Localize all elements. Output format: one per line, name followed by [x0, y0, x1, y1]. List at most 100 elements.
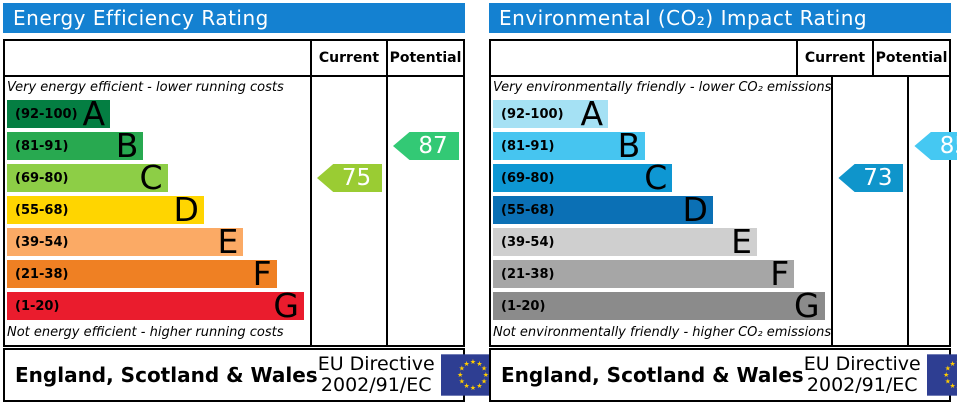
potential-rating-arrow: 85: [914, 132, 957, 160]
eu-directive-label: EU Directive 2002/91/EC: [318, 354, 435, 396]
svg-text:★: ★: [459, 377, 465, 385]
potential-rating-column: 87: [386, 77, 463, 345]
band-letter: C: [139, 158, 163, 197]
environmental-table-header: Current Potential: [491, 41, 949, 77]
band-a: (92-100) A: [493, 94, 609, 133]
current-column-header: Current: [310, 41, 386, 75]
bottom-caption: Not energy efficient - higher running co…: [7, 325, 284, 340]
band-letter: C: [644, 158, 668, 197]
environmental-table-body: Very environmentally friendly - lower CO…: [491, 77, 957, 345]
top-caption: Very energy efficient - lower running co…: [7, 80, 284, 95]
band-range: (21-38): [15, 266, 69, 282]
band-letter: A: [580, 94, 604, 133]
energy-efficiency-panel: Energy Efficiency Rating Current Potenti…: [3, 3, 505, 402]
potential-column-header: Potential: [386, 41, 463, 75]
top-caption: Very environmentally friendly - lower CO…: [493, 80, 832, 95]
eu-directive-line1: EU Directive: [317, 353, 435, 375]
band-c: (69-80) C: [493, 158, 673, 197]
eu-flag-icon: ★★★ ★★★ ★★★ ★★★: [926, 354, 957, 396]
band-range: (81-91): [501, 138, 555, 154]
svg-text:★: ★: [945, 377, 951, 385]
energy-title: Energy Efficiency Rating: [13, 6, 269, 30]
band-letter: A: [82, 94, 106, 133]
band-letter: D: [682, 190, 708, 229]
band-b: (81-91) B: [493, 126, 646, 165]
band-f: (21-38) F: [493, 254, 795, 293]
band-range: (69-80): [501, 170, 555, 186]
band-letter: E: [731, 222, 752, 261]
eu-directive-label: EU Directive 2002/91/EC: [804, 354, 921, 396]
band-range: (92-100): [15, 106, 78, 122]
environmental-title: Environmental (CO₂) Impact Rating: [499, 6, 868, 30]
environmental-title-bar: Environmental (CO₂) Impact Rating: [489, 3, 951, 33]
svg-text:★: ★: [476, 360, 482, 368]
energy-bands: Very energy efficient - lower running co…: [5, 77, 310, 345]
potential-rating-value: 87: [418, 133, 448, 159]
svg-text:★: ★: [482, 371, 488, 379]
band-range: (39-54): [501, 234, 555, 250]
potential-rating-value: 85: [939, 133, 957, 159]
band-b: (81-91) B: [7, 126, 144, 165]
energy-footer: England, Scotland & Wales EU Directive 2…: [3, 348, 505, 402]
energy-table-body: Very energy efficient - lower running co…: [5, 77, 463, 345]
band-range: (1-20): [501, 298, 546, 314]
band-letter: B: [115, 126, 139, 165]
potential-rating-arrow: 87: [393, 132, 459, 160]
current-rating-value: 73: [863, 165, 893, 191]
current-rating-value: 75: [341, 165, 372, 191]
energy-title-bar: Energy Efficiency Rating: [3, 3, 465, 33]
band-range: (92-100): [501, 106, 564, 122]
band-range: (69-80): [15, 170, 69, 186]
band-c: (69-80) C: [7, 158, 168, 197]
svg-text:★: ★: [470, 358, 476, 366]
energy-rating-table: Current Potential Very energy efficient …: [3, 39, 465, 347]
band-g: (1-20) G: [493, 289, 825, 322]
svg-text:★: ★: [463, 382, 469, 390]
band-a: (92-100) A: [7, 94, 111, 133]
band-range: (1-20): [15, 298, 60, 314]
svg-text:★: ★: [463, 360, 469, 368]
band-letter: F: [252, 254, 272, 293]
energy-table-header: Current Potential: [5, 41, 463, 77]
band-d: (55-68) D: [7, 190, 204, 229]
band-range: (55-68): [501, 202, 555, 218]
band-letter: B: [617, 126, 641, 165]
environmental-bands: Very environmentally friendly - lower CO…: [491, 77, 831, 345]
current-rating-arrow: 73: [838, 164, 904, 192]
band-letter: D: [173, 190, 199, 229]
band-letter: G: [273, 286, 299, 325]
current-rating-arrow: 75: [317, 164, 382, 192]
current-rating-column: 75: [310, 77, 386, 345]
potential-rating-column: 85: [907, 77, 957, 345]
eu-directive-line2: 2002/91/EC: [320, 374, 432, 396]
band-range: (55-68): [15, 202, 69, 218]
region-label: England, Scotland & Wales: [15, 363, 318, 387]
current-column-header: Current: [796, 41, 872, 75]
svg-text:★: ★: [949, 360, 955, 368]
svg-text:★: ★: [476, 382, 482, 390]
svg-text:★: ★: [949, 382, 955, 390]
potential-column-header: Potential: [872, 41, 949, 75]
region-label: England, Scotland & Wales: [501, 363, 804, 387]
svg-text:★: ★: [481, 377, 487, 385]
svg-text:★: ★: [457, 371, 463, 379]
band-e: (39-54) E: [7, 222, 244, 261]
svg-text:★: ★: [481, 365, 487, 373]
band-range: (21-38): [501, 266, 555, 282]
eu-directive-line1: EU Directive: [803, 353, 921, 375]
svg-text:★: ★: [459, 365, 465, 373]
current-rating-column: 73: [831, 77, 907, 345]
eu-directive-line2: 2002/91/EC: [806, 374, 918, 396]
environmental-footer: England, Scotland & Wales EU Directive 2…: [489, 348, 957, 402]
band-letter: E: [217, 222, 239, 261]
svg-text:★: ★: [956, 358, 957, 366]
band-range: (39-54): [15, 234, 69, 250]
band-e: (39-54) E: [493, 222, 757, 261]
band-letter: F: [770, 254, 790, 293]
svg-text:★: ★: [956, 384, 957, 392]
environmental-rating-table: Current Potential Very environmentally f…: [489, 39, 957, 347]
bottom-caption: Not environmentally friendly - higher CO…: [493, 325, 832, 340]
svg-text:★: ★: [470, 384, 476, 392]
band-f: (21-38) F: [7, 254, 277, 293]
